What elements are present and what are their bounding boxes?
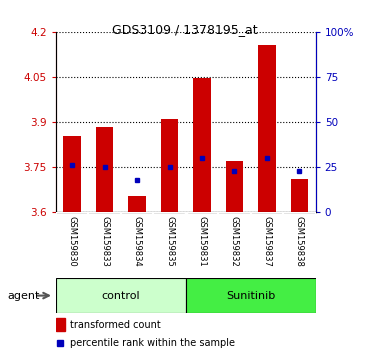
Text: percentile rank within the sample: percentile rank within the sample <box>70 338 235 348</box>
Bar <box>226 161 243 212</box>
Bar <box>95 127 114 212</box>
Bar <box>258 45 276 212</box>
Bar <box>186 278 316 313</box>
Bar <box>193 79 211 212</box>
Bar <box>291 179 308 212</box>
Text: transformed count: transformed count <box>70 320 161 330</box>
Text: GSM159835: GSM159835 <box>165 216 174 267</box>
Text: GSM159832: GSM159832 <box>230 216 239 267</box>
Bar <box>63 136 81 212</box>
Text: agent: agent <box>8 291 40 301</box>
Bar <box>56 278 186 313</box>
Text: GSM159837: GSM159837 <box>263 216 271 267</box>
Text: GSM159830: GSM159830 <box>67 216 77 267</box>
Text: GSM159831: GSM159831 <box>198 216 206 267</box>
Bar <box>56 318 65 331</box>
Text: GSM159833: GSM159833 <box>100 216 109 267</box>
Bar <box>161 119 179 212</box>
Text: Sunitinib: Sunitinib <box>226 291 275 301</box>
Text: control: control <box>102 291 140 301</box>
Text: GSM159838: GSM159838 <box>295 216 304 267</box>
Text: GSM159834: GSM159834 <box>132 216 142 267</box>
Text: GDS3109 / 1378195_at: GDS3109 / 1378195_at <box>112 23 258 36</box>
Bar <box>128 196 146 212</box>
